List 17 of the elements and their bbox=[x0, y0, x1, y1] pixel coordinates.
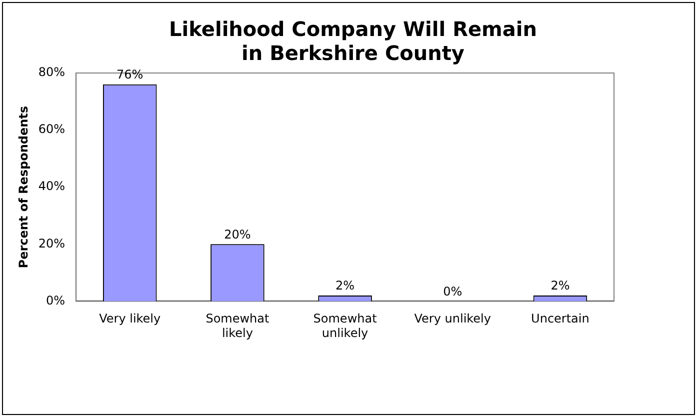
x-tick-label: Very unlikely bbox=[414, 312, 491, 326]
y-tick-label: 60% bbox=[38, 122, 66, 136]
data-label: 20% bbox=[224, 227, 251, 242]
y-axis-title: Percent of Respondents bbox=[16, 106, 30, 268]
x-tick-label: Somewhat likely bbox=[206, 312, 270, 340]
data-label: 2% bbox=[336, 278, 355, 293]
y-tick-label: 20% bbox=[38, 236, 66, 250]
y-tick-label: 0% bbox=[46, 293, 66, 308]
y-tick-label: 40% bbox=[38, 179, 66, 194]
x-tick-label: Very likely bbox=[99, 312, 161, 326]
x-tick-label: Uncertain bbox=[531, 312, 590, 326]
data-label: 2% bbox=[550, 278, 570, 293]
y-tick-label: 80% bbox=[38, 65, 66, 80]
data-label: 76% bbox=[116, 68, 144, 82]
chart-title: Likelihood Company Will Remain in Berkshire County bbox=[168, 17, 538, 65]
x-tick-label: Somewhat unlikely bbox=[313, 312, 378, 340]
data-label: 0% bbox=[443, 284, 462, 298]
